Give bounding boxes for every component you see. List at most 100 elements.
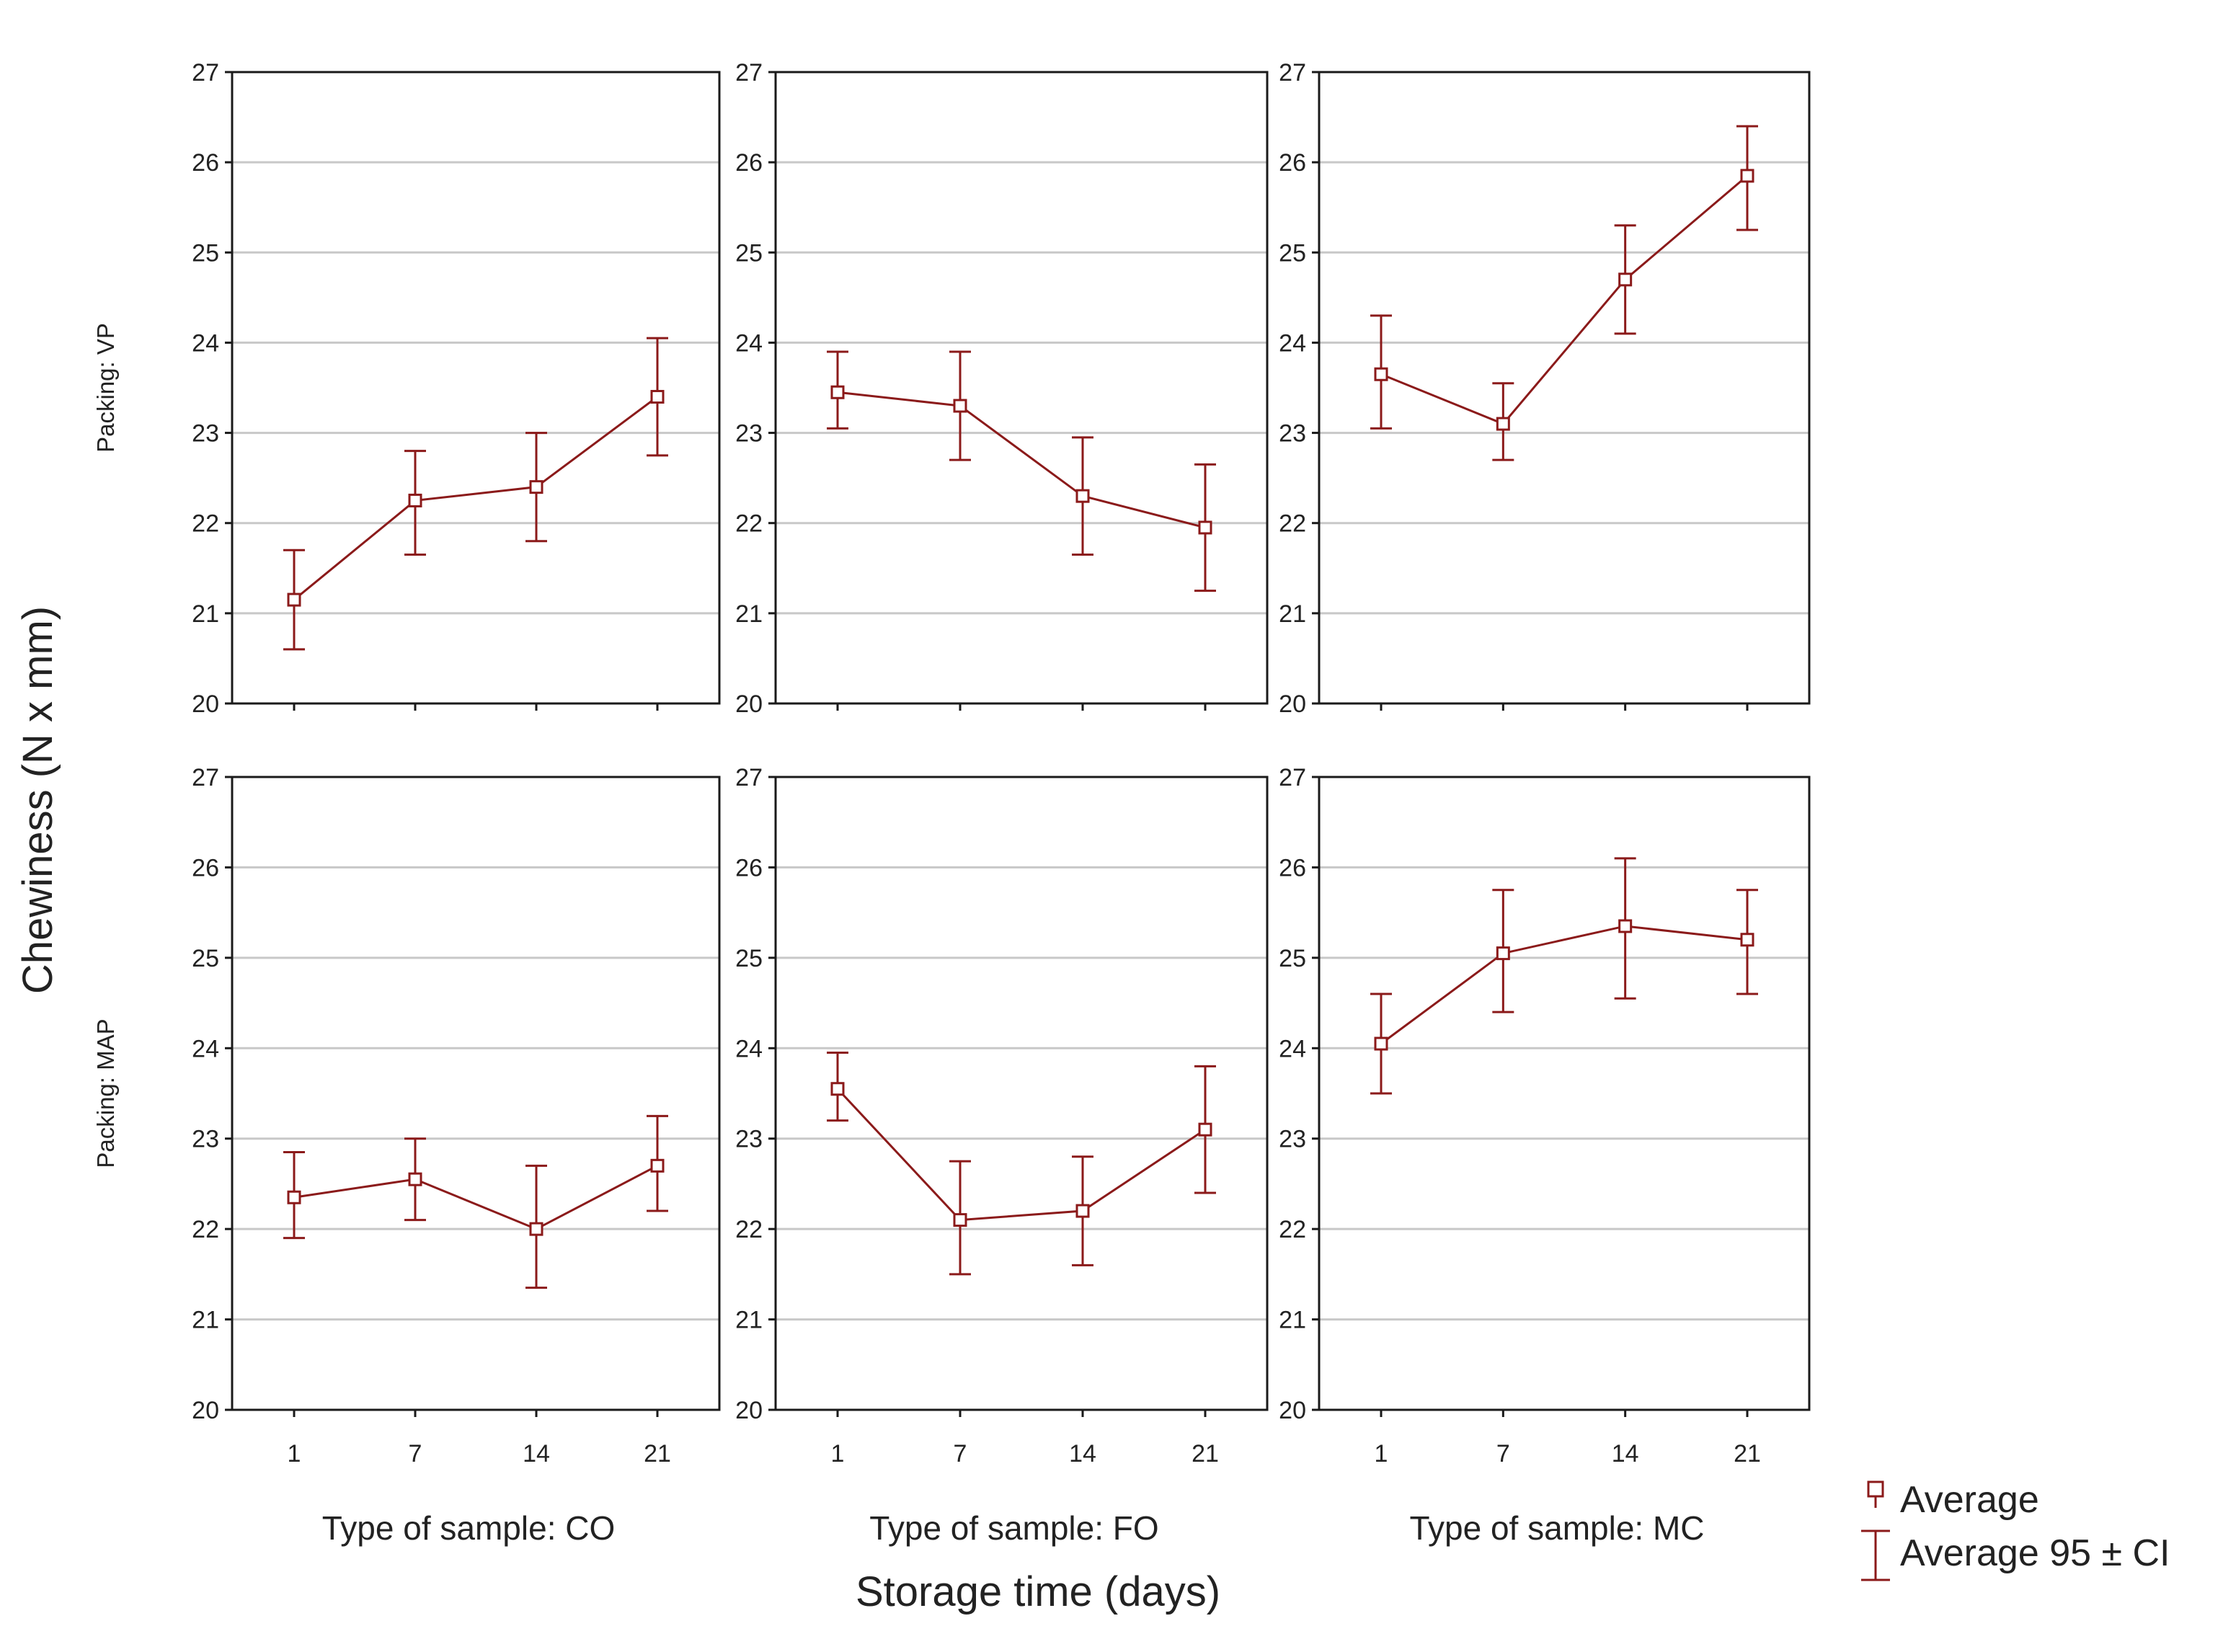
y-tick-label: 20 [192, 1397, 219, 1424]
mean-marker [1618, 272, 1633, 287]
panel-frame [774, 71, 1269, 705]
y-tick-label: 26 [1279, 149, 1306, 177]
y-tick-label: 24 [735, 1035, 763, 1062]
y-tick-label: 21 [735, 600, 763, 628]
x-tick-label: 1 [1375, 1440, 1388, 1467]
mean-marker [1075, 1204, 1090, 1218]
x-tick-label: 7 [409, 1440, 422, 1467]
mean-marker [1198, 520, 1212, 535]
column-label: Type of sample: MC [1409, 1509, 1704, 1547]
legend-average-marker [1867, 1480, 1884, 1498]
panel-map-co: 20 21 22 23 24 25 26 27 1 7 14 21 [192, 764, 721, 1467]
y-tick-label: 24 [735, 329, 763, 357]
y-tick-label: 23 [1279, 1126, 1306, 1153]
y-tick-label: 22 [192, 510, 219, 538]
mean-marker [408, 493, 422, 507]
y-tick-label: 23 [735, 1126, 763, 1153]
panel-vp-co: 20 21 22 23 24 25 26 27 [192, 59, 721, 718]
panel-vp-mc: 20 21 22 23 24 25 26 27 [1279, 59, 1811, 718]
x-tick-label: 1 [288, 1440, 301, 1467]
mean-marker [1618, 919, 1633, 933]
y-tick-label: 22 [735, 510, 763, 538]
mean-marker [1496, 417, 1510, 431]
x-tick-label: 21 [644, 1440, 671, 1467]
mean-line [1380, 925, 1748, 1045]
mean-marker [529, 480, 543, 494]
panel-frame [1318, 71, 1811, 705]
mean-marker [1198, 1122, 1212, 1137]
panel-map-mc: 20 21 22 23 24 25 26 27 1 7 14 21 [1279, 764, 1811, 1467]
legend-average-label: Average [1900, 1479, 2039, 1521]
mean-marker [287, 1190, 301, 1204]
x-tick-label: 14 [1069, 1440, 1096, 1467]
x-tick-label: 21 [1192, 1440, 1219, 1467]
y-tick-label: 21 [1279, 600, 1306, 628]
panel-frame [231, 71, 721, 705]
mean-line [293, 396, 658, 601]
x-tick-label: 14 [1612, 1440, 1639, 1467]
y-tick-label: 25 [1279, 945, 1306, 972]
y-tick-label: 23 [735, 420, 763, 448]
mean-marker [1374, 367, 1388, 381]
x-tick-label: 14 [523, 1440, 550, 1467]
mean-marker [1740, 169, 1754, 183]
x-tick-label: 7 [954, 1440, 967, 1467]
y-tick-label: 20 [1279, 690, 1306, 718]
y-tick-label: 21 [1279, 1307, 1306, 1334]
mean-marker [1374, 1036, 1388, 1051]
panel-frame [774, 776, 1269, 1411]
row-label: Packing: MAP [92, 1018, 119, 1168]
mean-marker [1075, 489, 1090, 503]
mean-marker [650, 1158, 665, 1173]
y-tick-label: 22 [1279, 510, 1306, 538]
y-tick-label: 25 [192, 239, 219, 267]
x-tick-label: 1 [831, 1440, 845, 1467]
y-tick-label: 25 [1279, 239, 1306, 267]
y-tick-label: 21 [192, 600, 219, 628]
x-axis-title: Storage time (days) [856, 1568, 1220, 1615]
x-tick-label: 21 [1734, 1440, 1761, 1467]
legend-ci-label: Average 95 ± CI [1900, 1532, 2170, 1574]
mean-marker [529, 1222, 543, 1236]
mean-marker [953, 399, 967, 413]
mean-marker [408, 1172, 422, 1186]
y-tick-label: 23 [192, 420, 219, 448]
mean-marker [650, 390, 665, 404]
panel-vp-fo: 20 21 22 23 24 25 26 27 [735, 59, 1269, 718]
y-tick-label: 24 [192, 1035, 219, 1062]
y-tick-label: 25 [735, 945, 763, 972]
y-tick-label: 23 [1279, 420, 1306, 448]
panel-map-fo: 20 21 22 23 24 25 26 27 1 7 14 21 [735, 764, 1269, 1467]
y-tick-label: 24 [192, 329, 219, 357]
mean-line [836, 1088, 1206, 1222]
y-tick-label: 21 [735, 1307, 763, 1334]
mean-marker [1740, 933, 1754, 947]
y-tick-label: 25 [735, 239, 763, 267]
y-tick-label: 20 [735, 1397, 763, 1424]
mean-marker [830, 1082, 845, 1096]
y-tick-label: 26 [192, 149, 219, 177]
y-tick-label: 20 [1279, 1397, 1306, 1424]
y-tick-label: 21 [192, 1307, 219, 1334]
y-tick-label: 24 [1279, 1035, 1306, 1062]
panels: 20 21 22 23 24 25 26 27 20 21 22 23 24 25 26 27 20 21 22 23… [92, 59, 1811, 1547]
y-tick-label: 27 [735, 59, 763, 86]
y-tick-label: 24 [1279, 329, 1306, 357]
mean-marker [830, 385, 845, 399]
mean-marker [953, 1213, 967, 1227]
y-tick-label: 20 [735, 690, 763, 718]
column-label: Type of sample: FO [869, 1509, 1158, 1547]
y-tick-label: 26 [735, 854, 763, 881]
y-tick-label: 27 [192, 59, 219, 86]
y-tick-label: 22 [1279, 1216, 1306, 1243]
y-tick-label: 27 [1279, 59, 1306, 86]
row-label: Packing: VP [92, 323, 119, 453]
y-tick-label: 26 [735, 149, 763, 177]
y-axis-title: Chewiness (N x mm) [14, 606, 61, 994]
mean-marker [287, 592, 301, 607]
y-tick-label: 26 [1279, 854, 1306, 881]
mean-line [293, 1165, 658, 1230]
panel-frame [1318, 776, 1811, 1411]
y-tick-label: 23 [192, 1126, 219, 1153]
